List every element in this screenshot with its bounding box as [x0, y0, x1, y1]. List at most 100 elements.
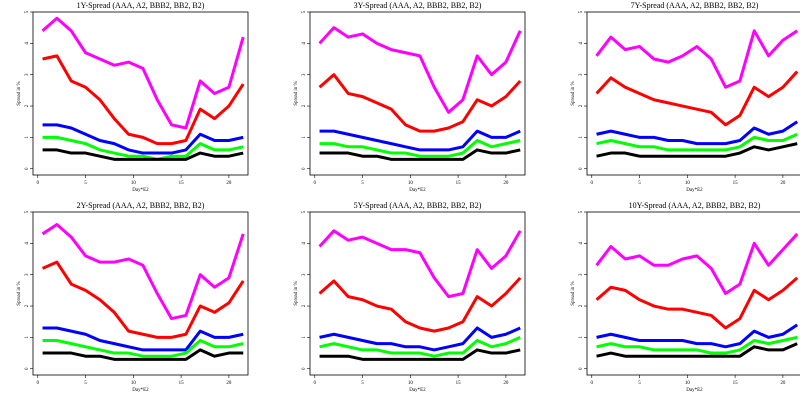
x-tick-label: 10: [408, 381, 414, 386]
x-tick-label: 15: [179, 181, 185, 186]
x-tick-label: 15: [179, 381, 185, 386]
series-line: [595, 70, 799, 127]
y-tick-label: 0: [579, 367, 584, 370]
series-line: [42, 123, 244, 155]
series-line: [319, 326, 521, 352]
x-tick-label: 20: [780, 181, 786, 186]
y-tick-label: 3: [25, 273, 30, 276]
y-axis-label: Spread in %: [294, 281, 299, 305]
x-axis-label: Day*E2: [686, 188, 703, 193]
x-tick-label: 0: [314, 181, 317, 186]
plot-frame: [586, 11, 800, 176]
y-axis-label: Spread in %: [17, 281, 22, 305]
y-tick-label: 4: [25, 242, 30, 245]
y-axis-label: Spread in %: [571, 281, 576, 305]
x-tick-label: 20: [503, 181, 509, 186]
series-line: [318, 26, 522, 114]
y-tick-label: 2: [579, 304, 584, 307]
series-line: [319, 129, 521, 152]
x-tick-label: 5: [84, 381, 87, 386]
series-line: [42, 54, 245, 146]
x-axis-label: Day*E2: [132, 188, 149, 193]
series-line: [318, 73, 522, 133]
y-tick-label: 0: [579, 167, 584, 170]
series-line: [41, 223, 245, 321]
x-tick-label: 10: [408, 181, 414, 186]
x-tick-label: 20: [780, 381, 786, 386]
y-tick-label: 3: [25, 73, 30, 76]
series-line: [596, 120, 799, 146]
series-line: [42, 339, 244, 358]
series-line: [318, 276, 522, 333]
x-tick-label: 0: [591, 381, 594, 386]
chart-title: 2Y-Spread (AAA, A2, BBB2, BB2, B2): [77, 201, 205, 210]
chart-title: 7Y-Spread (AAA, A2, BBB2, BB2, B2): [631, 1, 759, 10]
series-line: [42, 348, 244, 361]
x-tick-label: 15: [733, 381, 739, 386]
series-line: [41, 260, 245, 339]
y-tick-label: 2: [25, 304, 30, 307]
x-tick-label: 0: [37, 181, 40, 186]
x-tick-label: 10: [685, 381, 691, 386]
series-line: [42, 148, 244, 161]
x-tick-label: 10: [131, 181, 137, 186]
chart-title: 3Y-Spread (AAA, A2, BBB2, BB2, B2): [354, 1, 482, 10]
y-tick-label: 0: [302, 167, 307, 170]
plot-frame: [32, 211, 249, 376]
y-tick-label: 1: [579, 336, 584, 339]
series-line: [596, 323, 799, 349]
y-tick-label: 0: [25, 167, 30, 170]
y-tick-label: 4: [579, 42, 584, 45]
x-tick-label: 15: [456, 181, 462, 186]
series-line: [319, 348, 521, 361]
plot-frame: [586, 211, 800, 376]
y-tick-label: 4: [302, 42, 307, 45]
y-tick-label: 5: [25, 210, 30, 213]
y-tick-label: 3: [302, 73, 307, 76]
series-line: [319, 148, 521, 161]
x-tick-label: 10: [685, 181, 691, 186]
x-tick-label: 5: [84, 181, 87, 186]
series-line: [319, 139, 521, 158]
plot-frame: [32, 11, 249, 176]
y-tick-label: 4: [25, 42, 30, 45]
series-line: [596, 132, 798, 152]
y-tick-label: 4: [302, 242, 307, 245]
y-tick-label: 5: [579, 210, 584, 213]
y-tick-label: 2: [579, 104, 584, 107]
plot-frame: [309, 11, 526, 176]
y-tick-label: 1: [25, 336, 30, 339]
x-tick-label: 15: [456, 381, 462, 386]
y-tick-label: 3: [579, 73, 584, 76]
y-tick-label: 1: [302, 336, 307, 339]
y-tick-label: 1: [302, 136, 307, 139]
chart-title: 5Y-Spread (AAA, A2, BBB2, BB2, B2): [354, 201, 482, 210]
x-tick-label: 0: [314, 381, 317, 386]
y-tick-label: 5: [579, 10, 584, 13]
y-axis-label: Spread in %: [17, 81, 22, 105]
series-line: [596, 342, 798, 358]
y-tick-label: 1: [25, 136, 30, 139]
series-line: [595, 29, 799, 89]
series-line: [42, 135, 244, 161]
x-axis-label: Day*E2: [686, 388, 703, 393]
y-tick-label: 5: [302, 10, 307, 13]
series-line: [41, 16, 245, 130]
y-tick-label: 2: [302, 104, 307, 107]
series-line: [595, 276, 799, 330]
x-tick-label: 20: [226, 181, 232, 186]
x-tick-label: 5: [361, 181, 364, 186]
x-axis-label: Day*E2: [132, 388, 149, 393]
chart-title: 10Y-Spread (AAA, A2, BBB2, BB2, B2): [629, 201, 761, 210]
chart-title: 1Y-Spread (AAA, A2, BBB2, BB2, B2): [77, 1, 205, 10]
y-tick-label: 3: [579, 273, 584, 276]
y-tick-label: 5: [302, 210, 307, 213]
y-tick-label: 2: [302, 304, 307, 307]
series-line: [595, 232, 799, 295]
y-tick-label: 1: [579, 136, 584, 139]
series-line: [596, 335, 798, 355]
x-tick-label: 20: [226, 381, 232, 386]
x-tick-label: 15: [733, 181, 739, 186]
x-tick-label: 0: [37, 381, 40, 386]
